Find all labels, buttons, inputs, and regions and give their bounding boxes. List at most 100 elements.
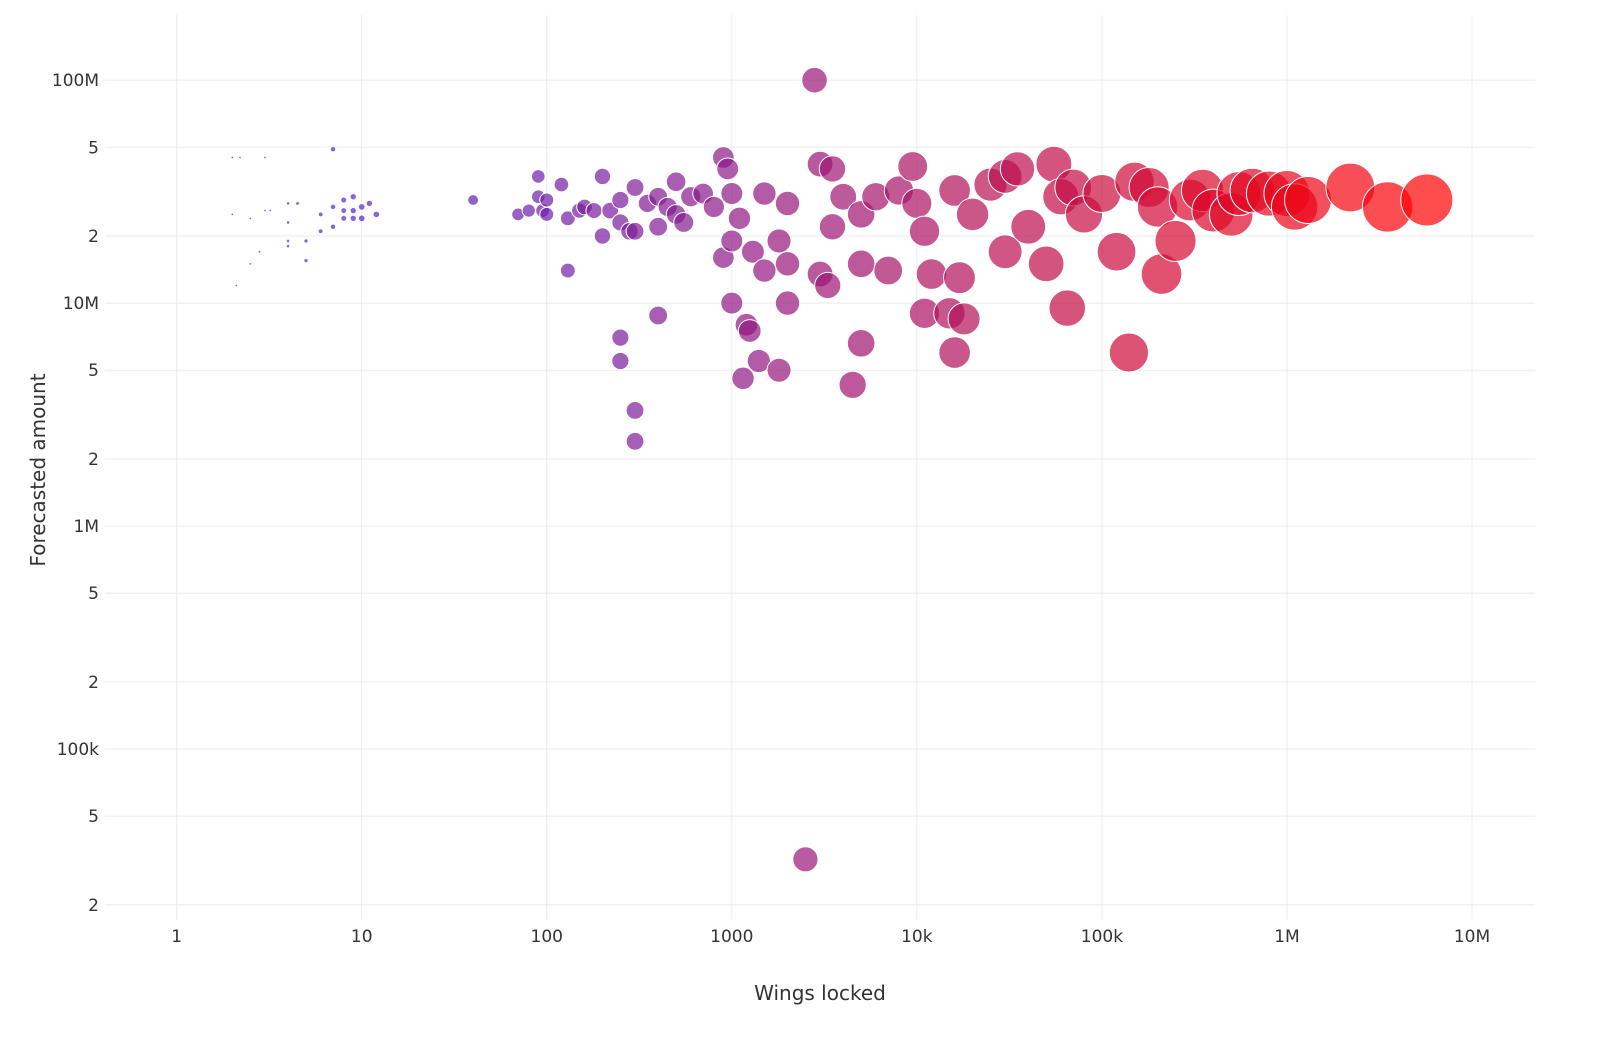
point (263, 209, 267, 212)
x-tick-label: 100k (1081, 927, 1123, 947)
point (350, 215, 357, 222)
point (1096, 231, 1137, 272)
point (625, 401, 645, 420)
y-tick-label: 100k (57, 740, 99, 760)
point (829, 182, 858, 211)
point (938, 174, 971, 207)
point (766, 357, 792, 383)
point (372, 210, 381, 219)
point (318, 212, 323, 217)
point (350, 207, 357, 214)
point (648, 305, 669, 326)
x-tick-label: 10M (1454, 927, 1490, 947)
point (915, 258, 948, 290)
point (530, 169, 546, 184)
point (231, 156, 234, 159)
point (286, 239, 290, 243)
point (1284, 176, 1332, 224)
point (249, 217, 252, 220)
point (766, 228, 792, 254)
point (752, 181, 777, 206)
x-tick-label: 100 (531, 927, 563, 947)
point (846, 329, 876, 358)
point (955, 197, 990, 232)
y-tick-label: 10M (63, 294, 99, 314)
y-tick-label: 5 (88, 584, 99, 604)
point (846, 249, 876, 279)
point (593, 227, 612, 245)
point (648, 216, 669, 237)
point (746, 348, 771, 374)
point (330, 224, 336, 230)
point (304, 239, 308, 243)
point (814, 271, 842, 300)
point (286, 244, 290, 248)
point (263, 156, 267, 159)
point (716, 157, 740, 181)
point (818, 155, 847, 183)
point (737, 319, 762, 343)
point (774, 190, 801, 217)
point (231, 213, 234, 216)
point (947, 302, 981, 336)
point (467, 194, 480, 206)
point (625, 431, 645, 451)
point (585, 202, 603, 220)
point (752, 258, 777, 283)
point (341, 197, 347, 203)
point (304, 258, 308, 263)
point (258, 250, 261, 253)
point (358, 203, 365, 211)
point (350, 193, 357, 200)
point (341, 207, 347, 214)
point (318, 229, 323, 234)
point (702, 195, 725, 219)
y-tick-label: 5 (88, 138, 99, 158)
point (1108, 332, 1150, 373)
y-tick-label: 2 (88, 227, 99, 247)
point (818, 213, 847, 241)
x-axis-title: Wings locked (754, 981, 886, 1005)
point (1027, 245, 1065, 283)
point (731, 366, 755, 391)
point (330, 146, 336, 152)
x-tick-label: 1M (1274, 927, 1299, 947)
point (611, 328, 630, 347)
point (901, 187, 933, 219)
point (625, 221, 645, 241)
point (539, 192, 555, 208)
point (611, 351, 630, 371)
y-tick-label: 100M (52, 71, 99, 91)
point (873, 255, 904, 286)
point-layer (231, 66, 1454, 873)
point (1010, 208, 1047, 245)
point (720, 291, 744, 315)
point (727, 206, 752, 231)
point (365, 199, 374, 208)
point (720, 182, 744, 206)
point (1154, 219, 1197, 263)
y-tick-label: 2 (88, 896, 99, 916)
point (987, 234, 1023, 270)
y-tick-label: 5 (88, 361, 99, 381)
point (774, 290, 801, 316)
point (999, 151, 1036, 187)
point (559, 262, 576, 279)
x-tick-label: 1000 (710, 927, 753, 947)
x-tick-label: 10 (351, 927, 373, 947)
point (238, 156, 242, 159)
point (740, 239, 765, 264)
point (358, 215, 365, 222)
y-tick-label: 5 (88, 807, 99, 827)
point (593, 167, 612, 186)
point (330, 204, 336, 210)
point (539, 206, 555, 222)
point (235, 284, 238, 287)
point (559, 210, 576, 227)
point (521, 203, 536, 218)
point (938, 336, 971, 369)
point (897, 151, 929, 182)
point (286, 220, 290, 225)
point (611, 190, 630, 210)
